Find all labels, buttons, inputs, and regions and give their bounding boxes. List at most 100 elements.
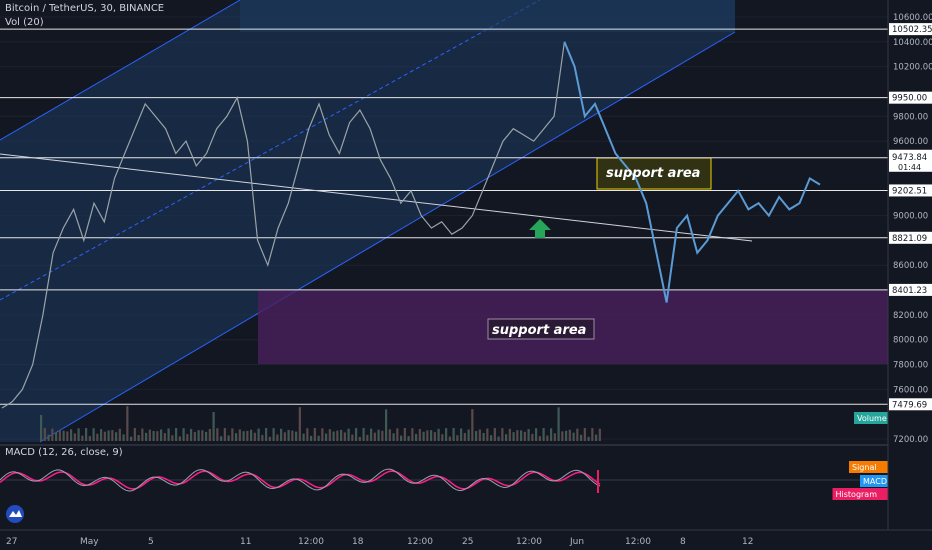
volume-bar [246,430,249,441]
support-label-text: support area [492,323,586,338]
price-tick-label: 9800.00 [893,112,928,122]
volume-bar [538,436,541,441]
volume-bar [96,433,99,441]
symbol-title[interactable]: Bitcoin / TetherUS, 30, BINANCE [5,3,165,14]
volume-bar [310,435,313,441]
volume-bar [111,430,114,441]
volume-bar [392,433,395,441]
volume-bar [152,430,155,441]
volume-bar [250,429,253,441]
price-axis[interactable] [888,0,932,530]
volume-bar [295,431,298,441]
volume-bar [475,431,478,441]
volume-bar [62,430,65,441]
level-tag-label: 10502.35 [892,25,932,35]
volume-bar [396,428,399,441]
time-tick-label: 12:00 [516,537,542,547]
volume-bar [437,428,440,441]
volume-bar [445,428,448,441]
price-tick-label: 7600.00 [893,385,928,395]
volume-bar [516,430,519,441]
volume-bar [40,415,43,441]
level-tags: 10502.359950.009466.219202.518821.098401… [889,23,932,411]
time-tick-label: 12 [742,537,753,547]
volume-bar [497,436,500,441]
volume-bar [535,428,538,441]
price-tick-label: 7800.00 [893,361,928,371]
price-tick-label: 9600.00 [893,137,928,147]
macd-tag-label-bg [832,488,888,500]
volume-bar [223,428,226,441]
volume-bar [55,432,58,441]
volume-bar [332,431,335,441]
time-tick-label: 27 [6,537,17,547]
level-tag-label: 8821.09 [892,234,927,244]
volume-bar [351,434,354,441]
volume-bar [505,434,508,441]
level-tag-bg [889,398,932,411]
price-tick-label: 9000.00 [893,212,928,222]
volume-bar [257,428,260,441]
volume-bar [377,429,380,441]
volume-bar [130,436,133,441]
level-tag-bg [889,91,932,104]
volume-bar [576,428,579,441]
volume-bar [77,428,80,441]
volume-bar [43,428,46,441]
volume-bar [268,436,271,441]
volume-bar [415,433,418,441]
price-series [1,41,821,409]
volume-bar [220,436,223,441]
volume-bar [298,407,301,441]
volume-bar [66,431,69,441]
volume-bar [336,430,339,441]
volume-bar [347,428,350,441]
volume-bar [343,432,346,441]
volume-bar [591,428,594,441]
level-tag-bg [889,184,932,197]
volume-bar [452,428,455,441]
level-tag-label: 7479.69 [892,400,927,410]
volume-bar [178,436,181,441]
macd-tag-label-bg [849,461,888,473]
time-tick-label: Jun [569,537,584,547]
level-tag-label: 9202.51 [892,186,927,196]
time-tick-label: 12:00 [625,537,651,547]
volume-bar [362,428,365,441]
volume-bar [388,429,391,441]
channel-lower-line [39,31,736,443]
volume-bars: Volume6.712K [40,406,932,441]
time-axis[interactable] [0,530,932,550]
tradingview-logo-icon[interactable] [6,505,24,523]
volume-bar [306,428,309,441]
volume-bar [201,430,204,441]
volume-bar [302,433,305,441]
volume-bar [115,432,118,441]
volume-bar [381,430,384,441]
volume-bar [531,433,534,441]
volume-bar [182,428,185,441]
macd-tag-label-bg [860,475,888,487]
volume-bar [133,428,136,441]
volume-bar [190,428,193,441]
macd-indicator-title[interactable]: MACD (12, 26, close, 9) [5,447,123,458]
volume-bar [463,432,466,441]
volume-bar [523,431,526,441]
volume-indicator-title[interactable]: Vol (20) [5,17,44,28]
volume-bar [486,428,489,441]
time-tick-label: 12:00 [298,537,324,547]
macd-tag-label: Histogram [836,490,878,499]
macd-line [0,468,601,492]
price-axis-ticks: 10600.00 10400.00 10200.00 9800.00 9600.00 90… [893,13,932,445]
time-tick-label: 11 [240,537,251,547]
volume-bar [197,430,200,441]
time-tick-label: 8 [680,537,686,547]
volume-bar [107,430,110,441]
volume-tag-label: Volume [857,414,887,423]
volume-bar [265,428,268,441]
volume-bar [167,428,170,441]
macd-signal-line [0,470,601,490]
price-tick-label: 7200.00 [893,435,928,445]
volume-bar [276,434,279,441]
